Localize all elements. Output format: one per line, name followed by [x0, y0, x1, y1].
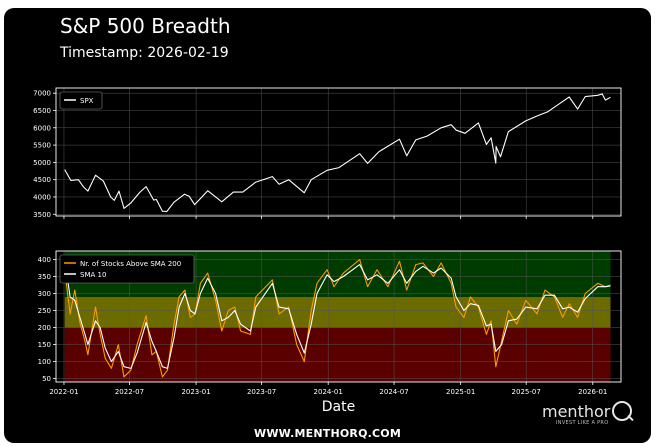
brand-tagline: INVEST LIKE A PRO	[556, 420, 609, 426]
series-line-1-0	[64, 258, 611, 378]
y-tick-label: 50	[42, 375, 51, 383]
x-tick-label: 2025-01	[446, 388, 475, 396]
chart-svg: 3500 4000 4500 5000 5500 6000 6500 7000 SPX 50 10…	[33, 87, 622, 415]
legend-box	[59, 254, 195, 284]
band-1	[64, 296, 611, 328]
y-tick-label: 300	[38, 290, 51, 298]
y-tick-label: 6500	[33, 107, 51, 115]
y-tick-label: 250	[38, 307, 51, 315]
y-tick-label: 5000	[33, 159, 51, 167]
chart-card: S&P 500 Breadth Timestamp: 2026-02-19 35…	[4, 8, 651, 443]
x-tick-label: 2024-07	[379, 388, 408, 396]
y-tick-label: 200	[38, 324, 51, 332]
series-line-0-0	[64, 93, 611, 213]
y-tick-label: 350	[38, 273, 51, 281]
series-line-1-1	[64, 259, 611, 369]
plot-frame	[55, 250, 622, 383]
x-tick-label: 2024-01	[314, 388, 343, 396]
x-tick-label: 2022-07	[115, 388, 144, 396]
y-tick-label: 4000	[33, 193, 51, 201]
breadth-panel: 50 100 150 200 250 300 350 400 2022-01 2022-07 202…	[38, 250, 622, 415]
brand-q-icon	[612, 401, 632, 421]
y-tick-label: 7000	[33, 90, 51, 98]
timestamp: Timestamp: 2026-02-19	[60, 45, 229, 61]
x-tick-label: 2022-01	[49, 388, 78, 396]
y-tick-label: 150	[38, 341, 51, 349]
x-tick-label: 2025-07	[512, 388, 541, 396]
spx-panel: 3500 4000 4500 5000 5500 6000 6500 7000 SPX	[33, 87, 622, 219]
brand-logo-text: menthor	[542, 402, 611, 421]
y-tick-label: 5500	[33, 142, 51, 150]
legend-box	[59, 91, 103, 110]
x-tick-label: 2026-01	[578, 388, 607, 396]
band-0	[64, 327, 611, 382]
y-tick-label: 100	[38, 358, 51, 366]
x-tick-label: 2023-07	[247, 388, 276, 396]
plot-frame	[55, 87, 622, 217]
legend-label: SMA 10	[80, 271, 106, 279]
y-tick-label: 4500	[33, 176, 51, 184]
page-title: S&P 500 Breadth	[60, 14, 231, 38]
y-tick-label: 3500	[33, 211, 51, 219]
y-tick-label: 400	[38, 256, 51, 264]
footer-url[interactable]: WWW.MENTHORQ.COM	[254, 427, 401, 440]
x-axis-label: Date	[322, 399, 355, 415]
y-tick-label: 6000	[33, 124, 51, 132]
legend-label: Nr. of Stocks Above SMA 200	[80, 260, 181, 268]
x-tick-label: 2023-01	[181, 388, 210, 396]
legend-label: SPX	[80, 97, 94, 105]
